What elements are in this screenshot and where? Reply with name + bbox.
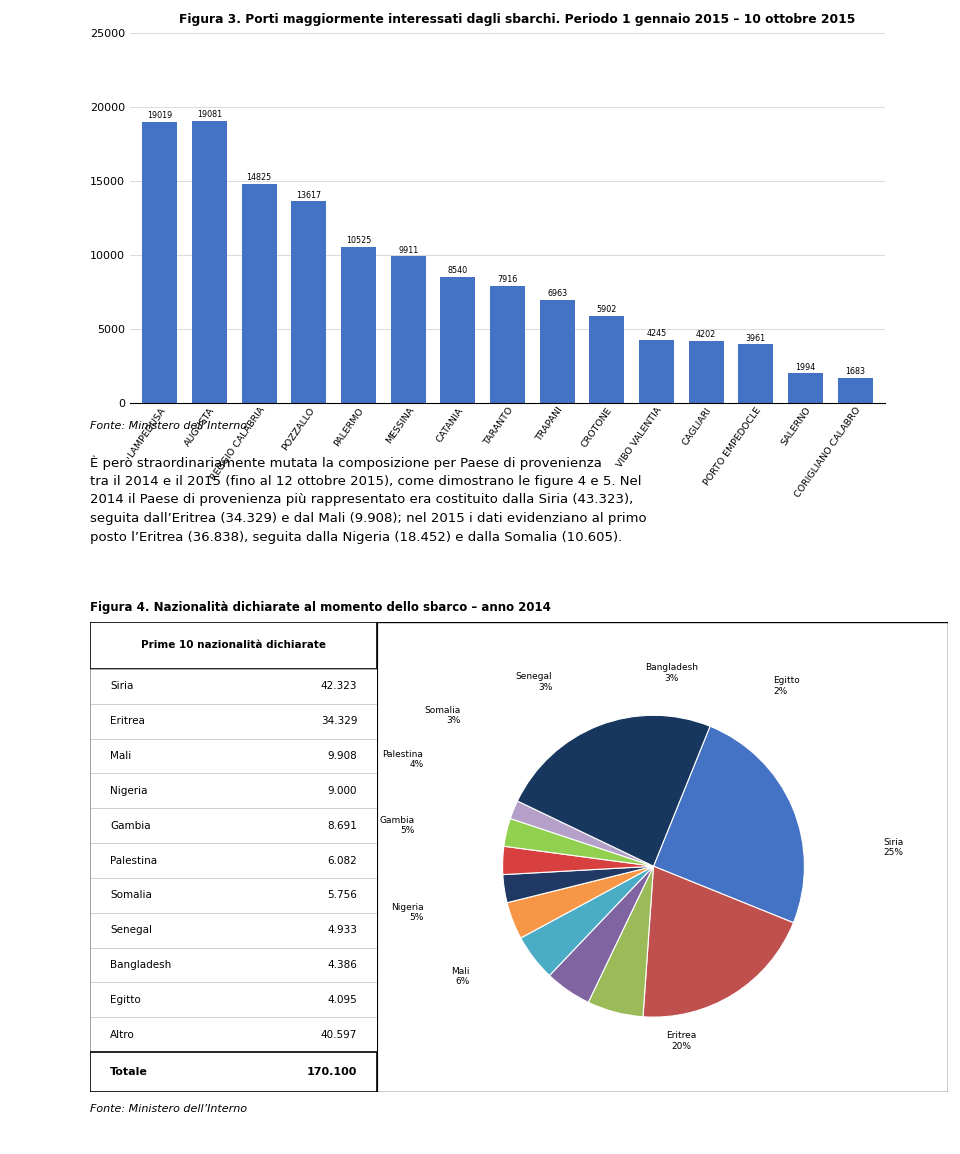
Bar	[540, 300, 574, 403]
Text: 5902: 5902	[597, 305, 617, 314]
Bar	[192, 121, 227, 403]
Text: Egitto
2%: Egitto 2%	[773, 676, 800, 696]
Text: Mali: Mali	[110, 751, 132, 760]
Text: 4.095: 4.095	[327, 995, 357, 1005]
Text: 8540: 8540	[447, 265, 468, 275]
Bar	[90, 844, 377, 878]
Bar	[90, 947, 377, 982]
Text: 13617: 13617	[297, 190, 322, 200]
Text: 4202: 4202	[696, 330, 716, 339]
Bar	[90, 982, 377, 1017]
Text: Gambia
5%: Gambia 5%	[379, 816, 415, 835]
Text: Gambia: Gambia	[110, 820, 151, 831]
Text: 170.100: 170.100	[307, 1067, 357, 1077]
Text: 4.933: 4.933	[327, 926, 357, 935]
Text: 19019: 19019	[147, 111, 173, 120]
Wedge shape	[503, 867, 654, 902]
Wedge shape	[643, 867, 794, 1017]
Bar	[90, 622, 377, 669]
Text: Figura 3. Porti maggiormente interessati dagli sbarchi. Periodo 1 gennaio 2015 –: Figura 3. Porti maggiormente interessati…	[180, 13, 855, 25]
Text: 10525: 10525	[346, 237, 372, 246]
Text: 9.000: 9.000	[327, 786, 357, 796]
Text: 40.597: 40.597	[321, 1029, 357, 1040]
Text: I FLUSSI DEGLI SBARCHI IN ITALIA: I FLUSSI DEGLI SBARCHI IN ITALIA	[33, 462, 42, 646]
Bar	[738, 344, 773, 403]
Text: 6963: 6963	[547, 290, 567, 298]
Bar	[90, 1017, 377, 1052]
Text: Palestina: Palestina	[110, 855, 157, 866]
Text: Palestina
4%: Palestina 4%	[383, 750, 423, 770]
Text: Figura 4. Nazionalità dichiarate al momento dello sbarco – anno 2014: Figura 4. Nazionalità dichiarate al mome…	[90, 600, 551, 614]
Text: 19081: 19081	[197, 110, 222, 119]
Text: Somalia
3%: Somalia 3%	[424, 705, 460, 725]
Bar	[441, 277, 475, 403]
Text: Eritrea: Eritrea	[110, 717, 145, 726]
Wedge shape	[654, 726, 804, 923]
Bar	[90, 669, 377, 704]
Bar	[90, 773, 377, 808]
Text: 4245: 4245	[646, 329, 666, 338]
Bar	[90, 913, 377, 947]
Bar	[391, 256, 425, 403]
Bar	[639, 340, 674, 403]
Text: 1: 1	[31, 1076, 44, 1094]
Bar	[292, 202, 326, 403]
Text: 9.908: 9.908	[327, 751, 357, 760]
Bar	[90, 739, 377, 773]
Bar	[90, 808, 377, 844]
Wedge shape	[520, 867, 654, 975]
Text: Egitto: Egitto	[110, 995, 141, 1005]
Text: 8.691: 8.691	[327, 820, 357, 831]
Bar	[838, 379, 873, 403]
Bar	[242, 183, 276, 403]
Wedge shape	[549, 867, 654, 1003]
Wedge shape	[517, 715, 710, 867]
Wedge shape	[588, 867, 654, 1017]
Text: Totale: Totale	[110, 1067, 148, 1077]
Bar	[90, 878, 377, 913]
Text: 6: 6	[32, 1126, 44, 1144]
Text: È però straordinariamente mutata la composizione per Paese di provenienza
tra il: È però straordinariamente mutata la comp…	[90, 455, 647, 544]
Text: Somalia: Somalia	[110, 891, 152, 900]
Text: 14825: 14825	[247, 173, 272, 182]
Text: Nigeria
5%: Nigeria 5%	[391, 902, 423, 922]
Text: Senegal
3%: Senegal 3%	[516, 673, 552, 692]
Text: Eritrea
20%: Eritrea 20%	[666, 1032, 696, 1051]
Text: Nigeria: Nigeria	[110, 786, 148, 796]
Text: Bangladesh
3%: Bangladesh 3%	[645, 664, 699, 683]
Text: Altro: Altro	[110, 1029, 134, 1040]
Wedge shape	[503, 846, 654, 875]
Bar	[589, 316, 624, 403]
Text: 4.386: 4.386	[327, 960, 357, 971]
Wedge shape	[507, 867, 654, 938]
Text: 1994: 1994	[796, 362, 816, 372]
Bar	[142, 121, 178, 403]
Text: Bangladesh: Bangladesh	[110, 960, 172, 971]
Text: 34.329: 34.329	[321, 717, 357, 726]
Text: Senegal: Senegal	[110, 926, 152, 935]
Text: Siria: Siria	[110, 681, 133, 691]
Text: 1683: 1683	[845, 367, 865, 376]
Wedge shape	[504, 818, 654, 867]
Bar	[688, 340, 724, 403]
Bar	[90, 1052, 377, 1092]
Text: 3961: 3961	[746, 334, 766, 343]
Bar	[788, 374, 823, 403]
Bar	[90, 704, 377, 739]
Text: Fonte: Ministero dell’Interno: Fonte: Ministero dell’Interno	[90, 421, 247, 430]
Bar	[491, 286, 525, 403]
Text: Fonte: Ministero dell’Interno: Fonte: Ministero dell’Interno	[90, 1104, 247, 1114]
Text: 7916: 7916	[497, 275, 517, 284]
Text: Mali
6%: Mali 6%	[451, 967, 469, 987]
Text: Prime 10 nazionalità dichiarate: Prime 10 nazionalità dichiarate	[141, 640, 326, 651]
Bar	[341, 247, 376, 403]
Text: 5.756: 5.756	[327, 891, 357, 900]
Wedge shape	[511, 801, 654, 867]
Text: 42.323: 42.323	[321, 681, 357, 691]
Text: 9911: 9911	[398, 246, 419, 255]
Text: 6.082: 6.082	[327, 855, 357, 866]
Text: Siria
25%: Siria 25%	[883, 838, 903, 857]
